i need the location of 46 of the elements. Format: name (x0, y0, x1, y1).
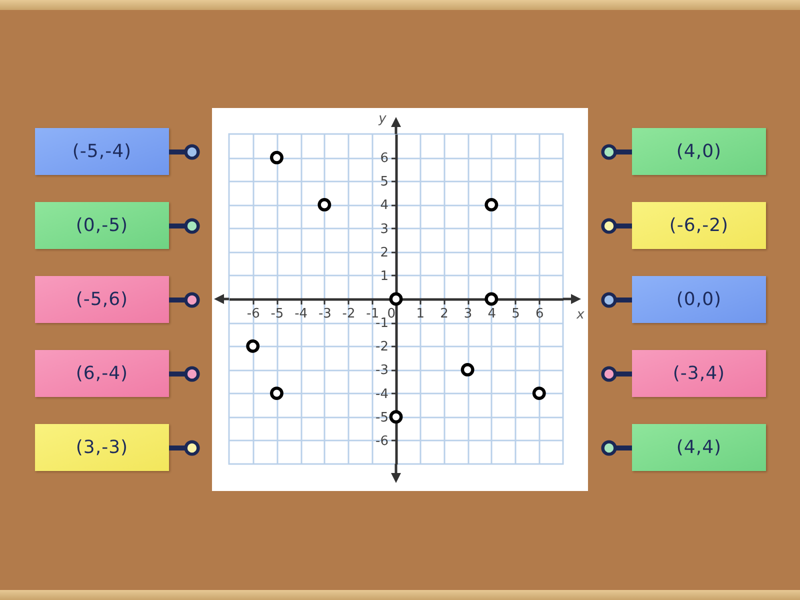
x-tick-label: 6 (536, 306, 544, 322)
y-tick-label: -6 (376, 434, 388, 449)
y-tick-label: 6 (380, 151, 388, 166)
y-tick-label: -5 (376, 410, 388, 426)
y-axis-title: y (378, 112, 387, 126)
x-tick-label: -6 (246, 306, 260, 322)
point (460, 363, 474, 376)
point (318, 198, 332, 212)
sticky-note: (6,-4) (35, 350, 169, 397)
x-tick-label: 4 (488, 306, 496, 322)
y-tick-label: -3 (376, 363, 388, 378)
y-tick-label: 5 (380, 174, 388, 190)
x-tick-label: -3 (318, 306, 332, 322)
sticky-note: (-5,6) (35, 276, 169, 323)
y-tick-label: 2 (380, 245, 388, 260)
point (532, 386, 546, 400)
x-tick-label: 0 (387, 306, 396, 322)
sticky-note: (-5,-4) (35, 128, 169, 175)
y-tick-label: -2 (376, 340, 388, 355)
x-tick-label: -4 (294, 306, 308, 322)
point (389, 410, 403, 424)
y-tick-label: 3 (380, 222, 388, 237)
x-tick-label: 5 (512, 306, 520, 322)
x-tick-label: 3 (464, 306, 472, 322)
sticky-note: (4,0) (632, 128, 766, 175)
sticky-note: (-6,-2) (632, 202, 766, 249)
y-tick-label: -4 (376, 386, 388, 402)
sticky-note: (-3,4) (632, 350, 766, 397)
x-axis-title: x (576, 308, 585, 322)
y-tick-label: 4 (380, 198, 388, 214)
point (270, 386, 284, 400)
x-tick-label: 2 (440, 306, 448, 322)
x-tick-label: -2 (342, 306, 356, 322)
y-tick-label: -1 (376, 316, 388, 332)
point (270, 150, 284, 164)
point (484, 198, 498, 212)
point (484, 292, 498, 306)
sticky-note: (3,-3) (35, 424, 169, 471)
x-tick-label: -5 (270, 306, 284, 322)
point (246, 339, 260, 353)
sticky-note: (4,4) (632, 424, 766, 471)
x-tick-label: 1 (416, 306, 424, 322)
sticky-note: (0,0) (632, 276, 766, 323)
y-tick-label: 1 (380, 268, 388, 284)
point (389, 292, 403, 306)
sticky-note: (0,-5) (35, 202, 169, 249)
